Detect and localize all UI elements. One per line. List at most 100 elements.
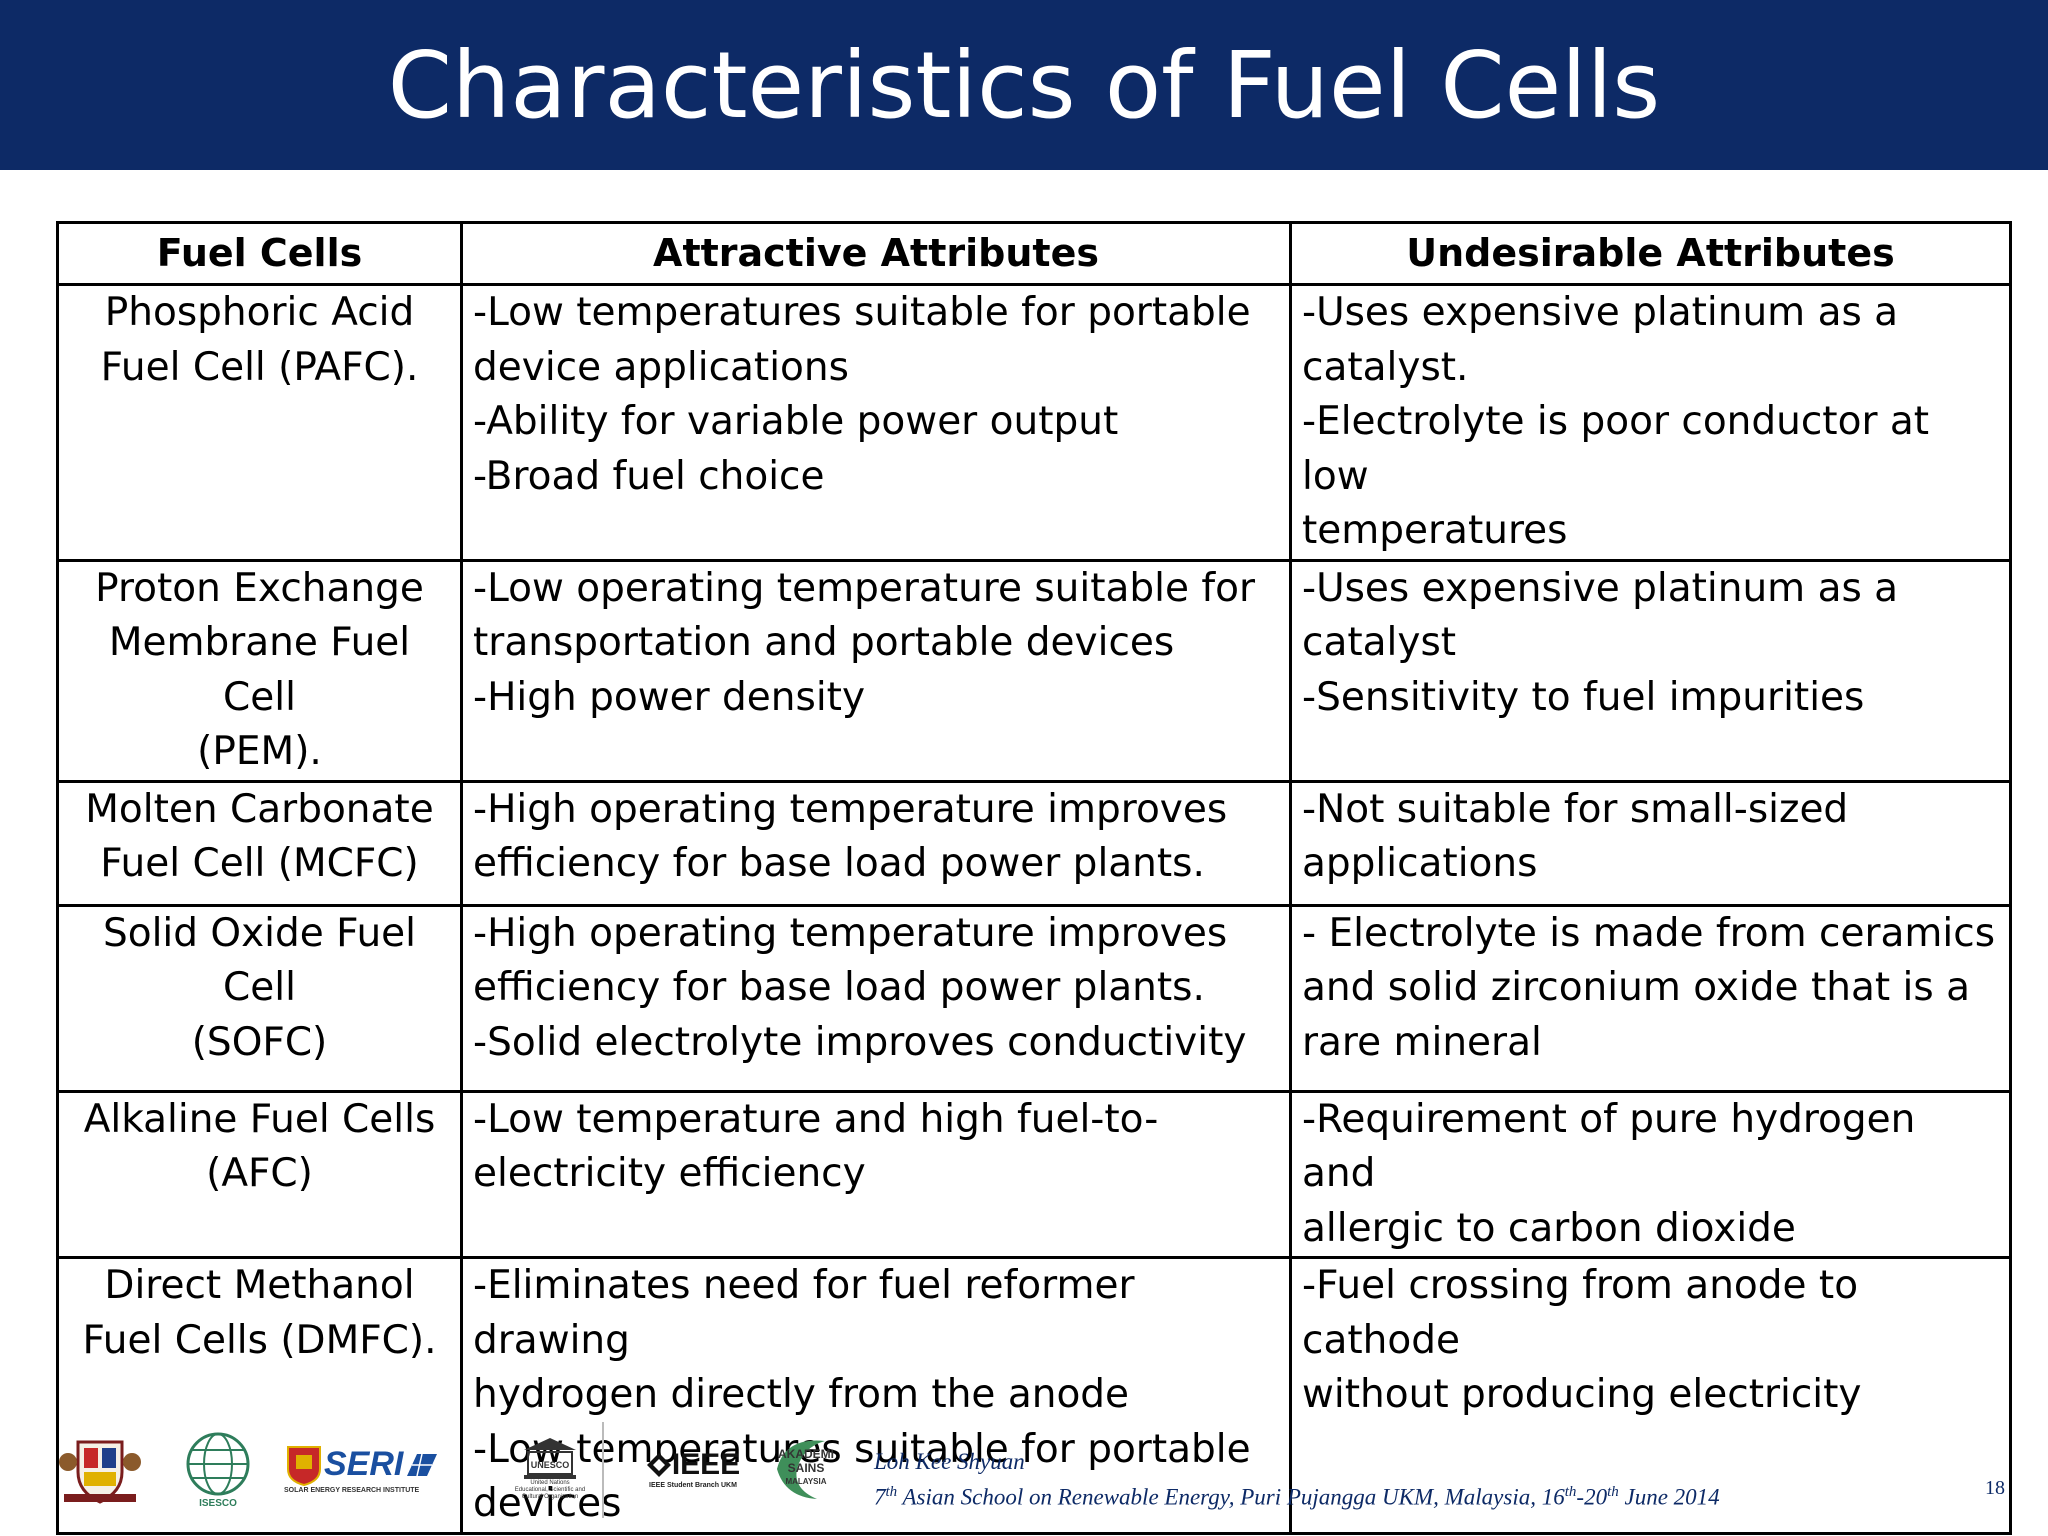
ieee-subtitle: IEEE Student Branch UKM	[649, 1481, 737, 1489]
text-line: Fuel Cell (PAFC).	[100, 344, 419, 390]
ieee-logo: IEEE IEEE Student Branch UKM	[638, 1428, 748, 1508]
text-line: SAINS	[787, 1461, 825, 1475]
seri-name: SERI	[324, 1445, 404, 1483]
text-line: -Uses expensive platinum as a	[1302, 290, 1899, 335]
text-line: Educational, Scientific and	[514, 1486, 586, 1493]
undesirable-cell: -Requirement of pure hydrogen and allerg…	[1289, 1089, 2012, 1259]
text-line: -Low operating temperature suitable for	[473, 565, 1256, 611]
header-attractive-attributes: Attractive Attributes	[460, 221, 1292, 286]
text-line: (AFC)	[206, 1151, 313, 1196]
attractive-cell: -High operating temperature improves eff…	[460, 779, 1292, 907]
table-row: Phosphoric Acid Fuel Cell (PAFC). -Low t…	[56, 283, 2012, 562]
text-line: Fuel Cells (DMFC).	[82, 1317, 437, 1363]
text-line: -Fuel crossing from anode to cathode	[1302, 1263, 1859, 1363]
attractive-cell: -Low temperature and high fuel-to- elect…	[460, 1089, 1292, 1259]
seri-logo: SERI SOLAR ENERGY RESEARCH INSTITUTE	[284, 1428, 474, 1508]
text-line: Solid Oxide Fuel Cell	[102, 910, 417, 1011]
undesirable-cell: -Uses expensive platinum as a catalyst -…	[1289, 558, 2012, 783]
date-suffix-start: th	[1564, 1484, 1577, 1500]
text-line: MALAYSIA	[785, 1477, 827, 1486]
text-line: -High power density	[473, 674, 866, 720]
text-line: efficiency for base load power plants.	[473, 965, 1205, 1010]
text-line: -Eliminates need for fuel reformer drawi…	[473, 1263, 1135, 1363]
text-line: -Sensitivity to fuel impurities	[1302, 674, 1865, 720]
table-row: Proton Exchange Membrane Fuel Cell (PEM)…	[56, 558, 2012, 783]
attractive-cell: -Low temperatures suitable for portable …	[460, 283, 1292, 562]
crest-icon	[59, 1440, 141, 1504]
fuel-cells-table: Fuel Cells Attractive Attributes Undesir…	[56, 221, 2012, 1535]
text-line: -Electrolyte is poor conductor at low	[1302, 399, 1930, 499]
fuel-cell-name: Alkaline Fuel Cells (AFC)	[56, 1089, 463, 1259]
text-line: -Ability for variable power output	[473, 399, 1119, 444]
text-line: device applications	[473, 344, 849, 390]
fuel-cell-name: Molten Carbonate Fuel Cell (MCFC)	[56, 779, 463, 907]
swoosh-icon	[777, 1440, 825, 1499]
text-line: hydrogen directly from the anode	[473, 1372, 1130, 1417]
page-number: 18	[1985, 1477, 2005, 1499]
text-line: devices	[473, 1481, 622, 1526]
header-undesirable-attributes: Undesirable Attributes	[1289, 221, 2012, 286]
text-line: (PEM).	[197, 729, 322, 774]
date-suffix-end: th	[1607, 1484, 1619, 1500]
isesco-logo: ISESCO	[178, 1428, 258, 1508]
fuel-cell-name: Proton Exchange Membrane Fuel Cell (PEM)…	[56, 558, 463, 783]
text-line: Direct Methanol	[104, 1263, 415, 1308]
logo-divider	[602, 1422, 604, 1518]
table-row: Molten Carbonate Fuel Cell (MCFC) -High …	[56, 779, 2012, 907]
text-line: Cultural Organization	[521, 1493, 579, 1500]
attractive-cell: -High operating temperature improves eff…	[460, 903, 1292, 1093]
text-line: transportation and portable devices	[473, 620, 1175, 665]
date-end-day: -20	[1576, 1484, 1608, 1510]
fuel-cell-name: Phosphoric Acid Fuel Cell (PAFC).	[56, 283, 463, 562]
text-line: Alkaline Fuel Cells	[83, 1096, 436, 1142]
table-row: Alkaline Fuel Cells (AFC) -Low temperatu…	[56, 1089, 2012, 1259]
text-line: catalyst.	[1302, 344, 1469, 390]
ukm-crest-logo	[55, 1428, 145, 1508]
date-month-year: June 2014	[1618, 1484, 1720, 1510]
solar-panel-icon	[407, 1453, 438, 1476]
text-line: temperatures	[1302, 508, 1568, 553]
text-line: -Requirement of pure hydrogen and	[1302, 1096, 1916, 1197]
ieee-name: IEEE	[671, 1447, 741, 1481]
text-line: AKADEMI	[778, 1447, 834, 1461]
text-line: -Low temperatures suitable for portable	[473, 290, 1251, 335]
undesirable-cell: -Uses expensive platinum as a catalyst. …	[1289, 283, 2012, 562]
footer-credit: Loh Kee Shyuan 7th Asian School on Renew…	[874, 1446, 1720, 1513]
undesirable-cell: -Not suitable for small-sized applicatio…	[1289, 779, 2012, 907]
unesco-logo: UNESCO United Nations Educational, Scien…	[500, 1428, 600, 1508]
slide-title: Characteristics of Fuel Cells	[387, 31, 1661, 139]
undesirable-cell: -Fuel crossing from anode to cathode wit…	[1289, 1256, 2012, 1535]
akademi-sains-logo: AKADEMI SAINS MALAYSIA	[766, 1428, 846, 1508]
text-line: without producing electricity	[1302, 1372, 1862, 1417]
text-line: -Low temperature and high fuel-to-	[473, 1096, 1159, 1142]
event-ordinal: 7	[874, 1484, 886, 1510]
text-line: electricity efficiency	[473, 1151, 866, 1196]
text-line: - Electrolyte is made from ceramics	[1302, 910, 1996, 956]
akademi-sains-text: AKADEMI SAINS MALAYSIA	[778, 1447, 834, 1489]
event-ordinal-suffix: th	[885, 1484, 898, 1500]
text-line: -Not suitable for small-sized	[1302, 786, 1849, 832]
text-line: catalyst	[1302, 620, 1457, 665]
footer: ISESCO SERI SOLAR ENERGY RESEARCH INSTIT…	[0, 1400, 2048, 1536]
text-line: (SOFC)	[191, 1019, 328, 1065]
fuel-cell-name: Solid Oxide Fuel Cell (SOFC)	[56, 903, 463, 1093]
header-fuel-cells: Fuel Cells	[56, 221, 463, 286]
temple-icon: UNESCO	[524, 1437, 576, 1479]
unesco-subtitle: United Nations Educational, Scientific a…	[515, 1480, 585, 1501]
text-line: -Broad fuel choice	[473, 453, 825, 499]
text-line: -Uses expensive platinum as a	[1302, 565, 1899, 611]
text-line: -High operating temperature improves	[473, 910, 1228, 956]
text-line: United Nations	[530, 1479, 570, 1486]
seri-subtitle: SOLAR ENERGY RESEARCH INSTITUTE	[284, 1486, 420, 1494]
text-line: Fuel Cell (MCFC)	[100, 841, 419, 886]
ieee-diamond-icon	[646, 1452, 671, 1477]
text-line: and solid zirconium oxide that is a	[1302, 965, 1970, 1010]
text-line: Phosphoric Acid	[104, 290, 415, 335]
text-line: -High operating temperature improves	[473, 786, 1228, 832]
table-row: Solid Oxide Fuel Cell (SOFC) -High opera…	[56, 903, 2012, 1093]
globe-icon: ISESCO	[186, 1432, 250, 1508]
text-line: rare mineral	[1302, 1019, 1542, 1065]
title-bar: Characteristics of Fuel Cells	[0, 0, 2048, 170]
table-header-row: Fuel Cells Attractive Attributes Undesir…	[56, 221, 2012, 286]
text-line: allergic to carbon dioxide	[1302, 1205, 1796, 1251]
